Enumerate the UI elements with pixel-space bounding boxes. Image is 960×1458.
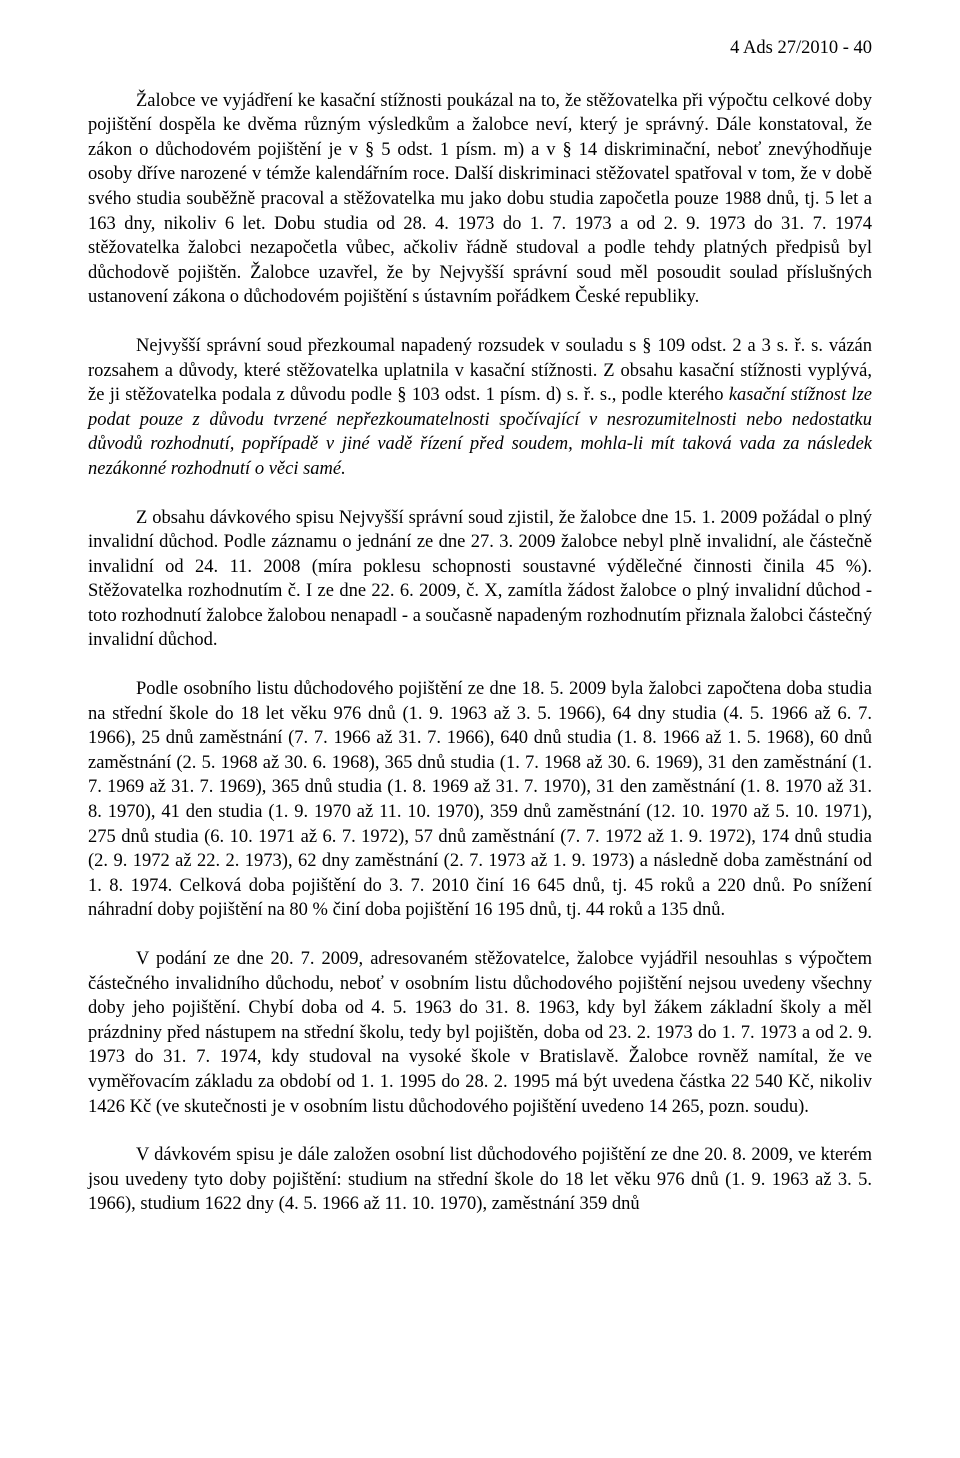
case-number-header: 4 Ads 27/2010 - 40 [88,36,872,61]
paragraph-4: Podle osobního listu důchodového pojiště… [88,677,872,923]
document-page: 4 Ads 27/2010 - 40 Žalobce ve vyjádření … [0,0,960,1458]
paragraph-6: V dávkovém spisu je dále založen osobní … [88,1143,872,1217]
paragraph-1: Žalobce ve vyjádření ke kasační stížnost… [88,89,872,310]
paragraph-5: V podání ze dne 20. 7. 2009, adresovaném… [88,947,872,1119]
paragraph-3: Z obsahu dávkového spisu Nejvyšší správn… [88,506,872,654]
paragraph-2: Nejvyšší správní soud přezkoumal napaden… [88,334,872,482]
